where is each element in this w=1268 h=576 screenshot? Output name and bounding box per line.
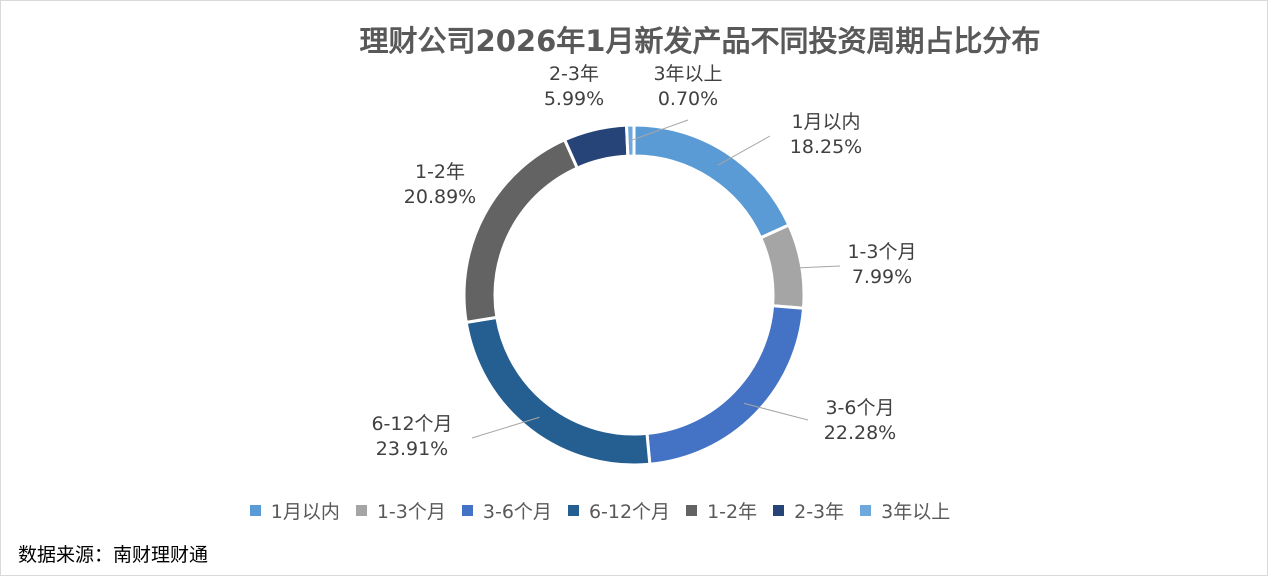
data-label: 1-3个月 7.99%	[847, 241, 916, 288]
legend-item: 3年以上	[860, 497, 950, 524]
legend-label: 3年以上	[881, 501, 951, 523]
legend-item: 2-3年	[773, 497, 844, 524]
legend-item: 6-12个月	[567, 497, 671, 524]
legend-swatch	[860, 505, 872, 516]
legend-swatch	[355, 505, 367, 516]
chart-legend: 1月以内 1-3个月 3-6个月 6-12个月 1-2年 2-3年 3年以上	[0, 497, 1200, 524]
leader-line	[717, 135, 771, 166]
data-label: 3年以上 0.70%	[653, 63, 722, 110]
legend-swatch	[567, 505, 579, 516]
leader-line	[786, 265, 841, 269]
legend-label: 1月以内	[270, 501, 340, 523]
legend-swatch	[249, 505, 261, 516]
legend-swatch	[686, 505, 698, 516]
leader-line	[471, 416, 540, 439]
data-source: 数据来源：南财理财通	[18, 544, 209, 566]
donut-slice	[562, 123, 630, 171]
legend-label: 3-6个月	[482, 501, 552, 523]
donut-slice	[462, 137, 580, 325]
chart-title: 理财公司2026年1月新发产品不同投资周期占比分布	[359, 24, 1041, 58]
donut-slice	[632, 123, 791, 240]
leader-line	[743, 402, 809, 421]
legend-label: 1-2年	[707, 501, 758, 523]
data-label: 2-3年 5.99%	[544, 63, 604, 110]
legend-label: 1-3个月	[376, 501, 446, 523]
legend-swatch	[461, 505, 473, 516]
data-label: 1月以内 18.25%	[790, 111, 862, 158]
donut-slice	[624, 123, 636, 158]
data-label: 3-6个月 22.28%	[824, 397, 896, 444]
data-label: 6-12个月 23.91%	[371, 413, 452, 460]
legend-item: 1月以内	[249, 497, 340, 524]
leader-line	[630, 119, 689, 142]
donut-slice	[645, 304, 806, 466]
data-label: 1-2年 20.89%	[404, 161, 476, 208]
legend-swatch	[773, 505, 785, 516]
legend-item: 3-6个月	[461, 497, 552, 524]
donut-slice	[758, 223, 806, 310]
donut-slice	[464, 315, 652, 467]
legend-item: 1-2年	[686, 497, 757, 524]
legend-item: 1-3个月	[355, 497, 446, 524]
legend-label: 6-12个月	[588, 501, 671, 523]
legend-label: 2-3年	[794, 501, 845, 523]
